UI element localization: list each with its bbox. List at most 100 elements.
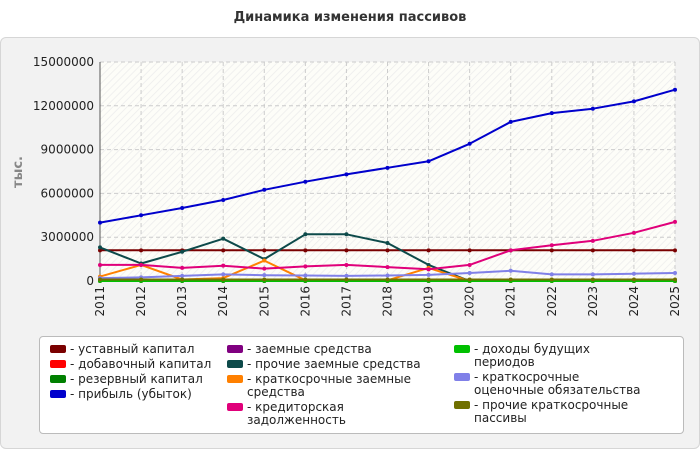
data-point (344, 262, 349, 267)
data-point (673, 219, 677, 224)
data-point (139, 262, 144, 267)
data-point (673, 87, 677, 92)
data-point (426, 267, 431, 272)
plot-area-hatch (100, 62, 675, 281)
data-point (385, 241, 390, 246)
data-point (590, 106, 595, 111)
data-point (549, 277, 554, 282)
series-9 (98, 268, 677, 281)
data-point (467, 277, 472, 282)
x-tick-label: 2025 (668, 286, 682, 317)
x-tick-label: 2013 (175, 286, 189, 317)
x-tick-label: 2014 (216, 286, 230, 317)
legend-swatch (227, 375, 243, 383)
data-point (344, 273, 349, 278)
data-point (221, 236, 226, 241)
legend-swatch (454, 345, 470, 353)
data-point (385, 165, 390, 170)
legend-column-1: - уставный капитал - добавочный капитал … (50, 343, 245, 403)
data-point (385, 248, 390, 253)
data-point (303, 273, 308, 278)
data-point (426, 248, 431, 253)
x-tick-label: 2024 (627, 286, 641, 317)
y-tick-label: 0 (86, 274, 94, 288)
legend-item: - кредиторская задолженность (227, 401, 422, 427)
legend-label: - прибыль (убыток) (70, 387, 192, 401)
data-point (631, 230, 636, 235)
x-tick-label: 2016 (298, 286, 312, 317)
data-point (508, 277, 513, 282)
data-point (631, 248, 636, 253)
legend-label: - доходы будущих периодов (474, 342, 590, 369)
legend-label: - добавочный капитал (70, 357, 212, 371)
legend-swatch (50, 345, 66, 353)
legend-swatch (227, 360, 243, 368)
data-point (385, 277, 390, 282)
data-point (631, 271, 636, 276)
y-tick-label: 15000000 (33, 55, 94, 69)
legend-label: - краткосрочные оценочные обязательства (474, 370, 641, 397)
data-point (221, 277, 226, 282)
series-3 (98, 87, 677, 225)
data-point (426, 277, 431, 282)
data-point (590, 277, 595, 282)
legend-item: - краткосрочные оценочные обязательства (454, 371, 649, 397)
data-point (631, 277, 636, 282)
data-point (590, 248, 595, 253)
x-tick-label: 2011 (93, 286, 107, 317)
data-point (344, 172, 349, 177)
legend-item: - заемные средства (227, 343, 422, 356)
data-point (508, 268, 513, 273)
data-point (303, 232, 308, 237)
data-point (262, 266, 267, 271)
data-point (262, 277, 267, 282)
chart-title: Динамика изменения пассивов (233, 10, 467, 25)
data-point (262, 273, 267, 278)
legend-swatch (454, 401, 470, 409)
data-point (180, 265, 185, 270)
data-point (262, 187, 267, 192)
legend-item: - доходы будущих периодов (454, 343, 649, 369)
data-point (262, 248, 267, 253)
data-point (590, 272, 595, 277)
y-tick-label: 12000000 (33, 99, 94, 113)
data-point (426, 159, 431, 164)
legend-column-2: - заемные средства - прочие заемные сред… (227, 343, 422, 429)
y-axis-label: тыс. (11, 156, 26, 188)
x-tick-label: 2019 (422, 286, 436, 317)
data-point (467, 270, 472, 275)
data-point (180, 277, 185, 282)
data-point (303, 277, 308, 282)
x-tick-label: 2020 (463, 286, 477, 317)
data-point (508, 119, 513, 124)
data-point (385, 273, 390, 278)
data-point (467, 141, 472, 146)
legend-item: - прочие краткосрочные пассивы (454, 399, 649, 425)
legend-swatch (227, 345, 243, 353)
data-point (180, 273, 185, 278)
data-point (262, 258, 267, 263)
data-point (303, 264, 308, 269)
data-point (139, 213, 144, 218)
legend-swatch (50, 390, 66, 398)
legend-item: - прочие заемные средства (227, 358, 422, 371)
data-point (508, 248, 513, 253)
data-point (139, 277, 144, 282)
data-point (673, 277, 677, 282)
legend-swatch (227, 403, 243, 411)
data-point (303, 248, 308, 253)
series-0 (98, 248, 677, 253)
data-point (98, 277, 102, 282)
series-7 (98, 219, 677, 272)
data-point (467, 262, 472, 267)
legend-item: - добавочный капитал (50, 358, 245, 371)
legend-item: - резервный капитал (50, 373, 245, 386)
legend-swatch (50, 360, 66, 368)
data-point (303, 179, 308, 184)
legend-column-3: - доходы будущих периодов - краткосрочны… (454, 343, 649, 427)
data-point (426, 262, 431, 267)
data-point (631, 99, 636, 104)
data-point (221, 272, 226, 277)
legend-item: - краткосрочные заемные средства (227, 373, 422, 399)
data-point (221, 248, 226, 253)
